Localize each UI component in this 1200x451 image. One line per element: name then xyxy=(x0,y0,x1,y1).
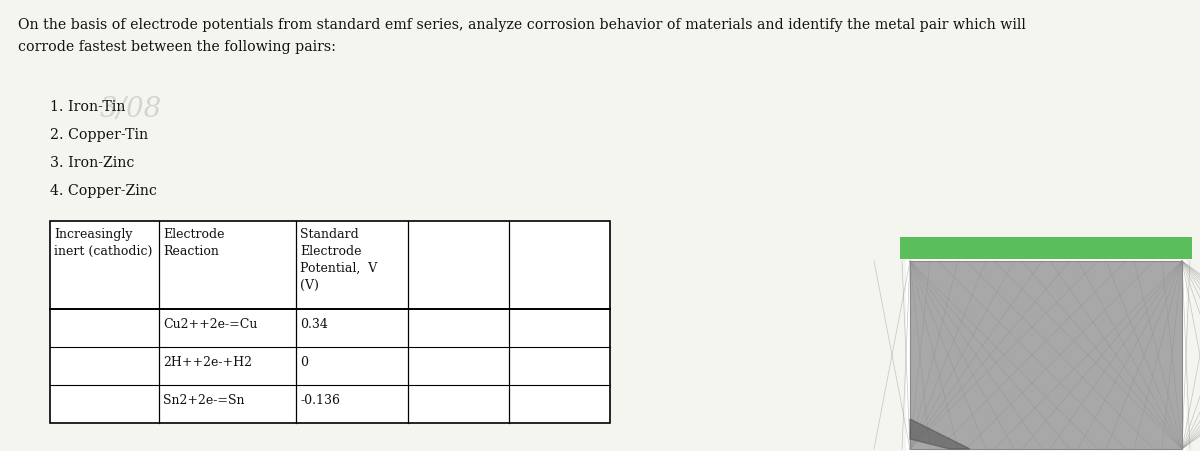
Bar xyxy=(50,221,610,423)
Text: 0: 0 xyxy=(300,355,308,368)
Text: 3/08: 3/08 xyxy=(100,96,162,123)
Text: 4. Copper-Zinc: 4. Copper-Zinc xyxy=(50,184,157,198)
Text: corrode fastest between the following pairs:: corrode fastest between the following pa… xyxy=(18,40,336,54)
Bar xyxy=(900,238,1192,259)
Text: -0.136: -0.136 xyxy=(300,393,341,406)
Text: 2H++2e-+H2: 2H++2e-+H2 xyxy=(163,355,252,368)
Text: 3. Iron-Zinc: 3. Iron-Zinc xyxy=(50,156,134,170)
Text: Cu2++2e-=Cu: Cu2++2e-=Cu xyxy=(163,318,258,330)
Polygon shape xyxy=(910,419,970,449)
Text: 1. Iron-Tin: 1. Iron-Tin xyxy=(50,100,125,114)
Bar xyxy=(50,221,610,423)
Text: Electrode
Reaction: Electrode Reaction xyxy=(163,227,224,258)
Bar xyxy=(906,259,1186,451)
Text: Increasingly
inert (cathodic): Increasingly inert (cathodic) xyxy=(54,227,152,258)
Text: 2. Copper-Tin: 2. Copper-Tin xyxy=(50,128,148,142)
Bar xyxy=(910,262,1182,449)
Text: 0.34: 0.34 xyxy=(300,318,329,330)
Text: On the basis of electrode potentials from standard emf series, analyze corrosion: On the basis of electrode potentials fro… xyxy=(18,18,1026,32)
Text: Sn2+2e-=Sn: Sn2+2e-=Sn xyxy=(163,393,245,406)
Text: Standard
Electrode
Potential,  V
(V): Standard Electrode Potential, V (V) xyxy=(300,227,378,291)
